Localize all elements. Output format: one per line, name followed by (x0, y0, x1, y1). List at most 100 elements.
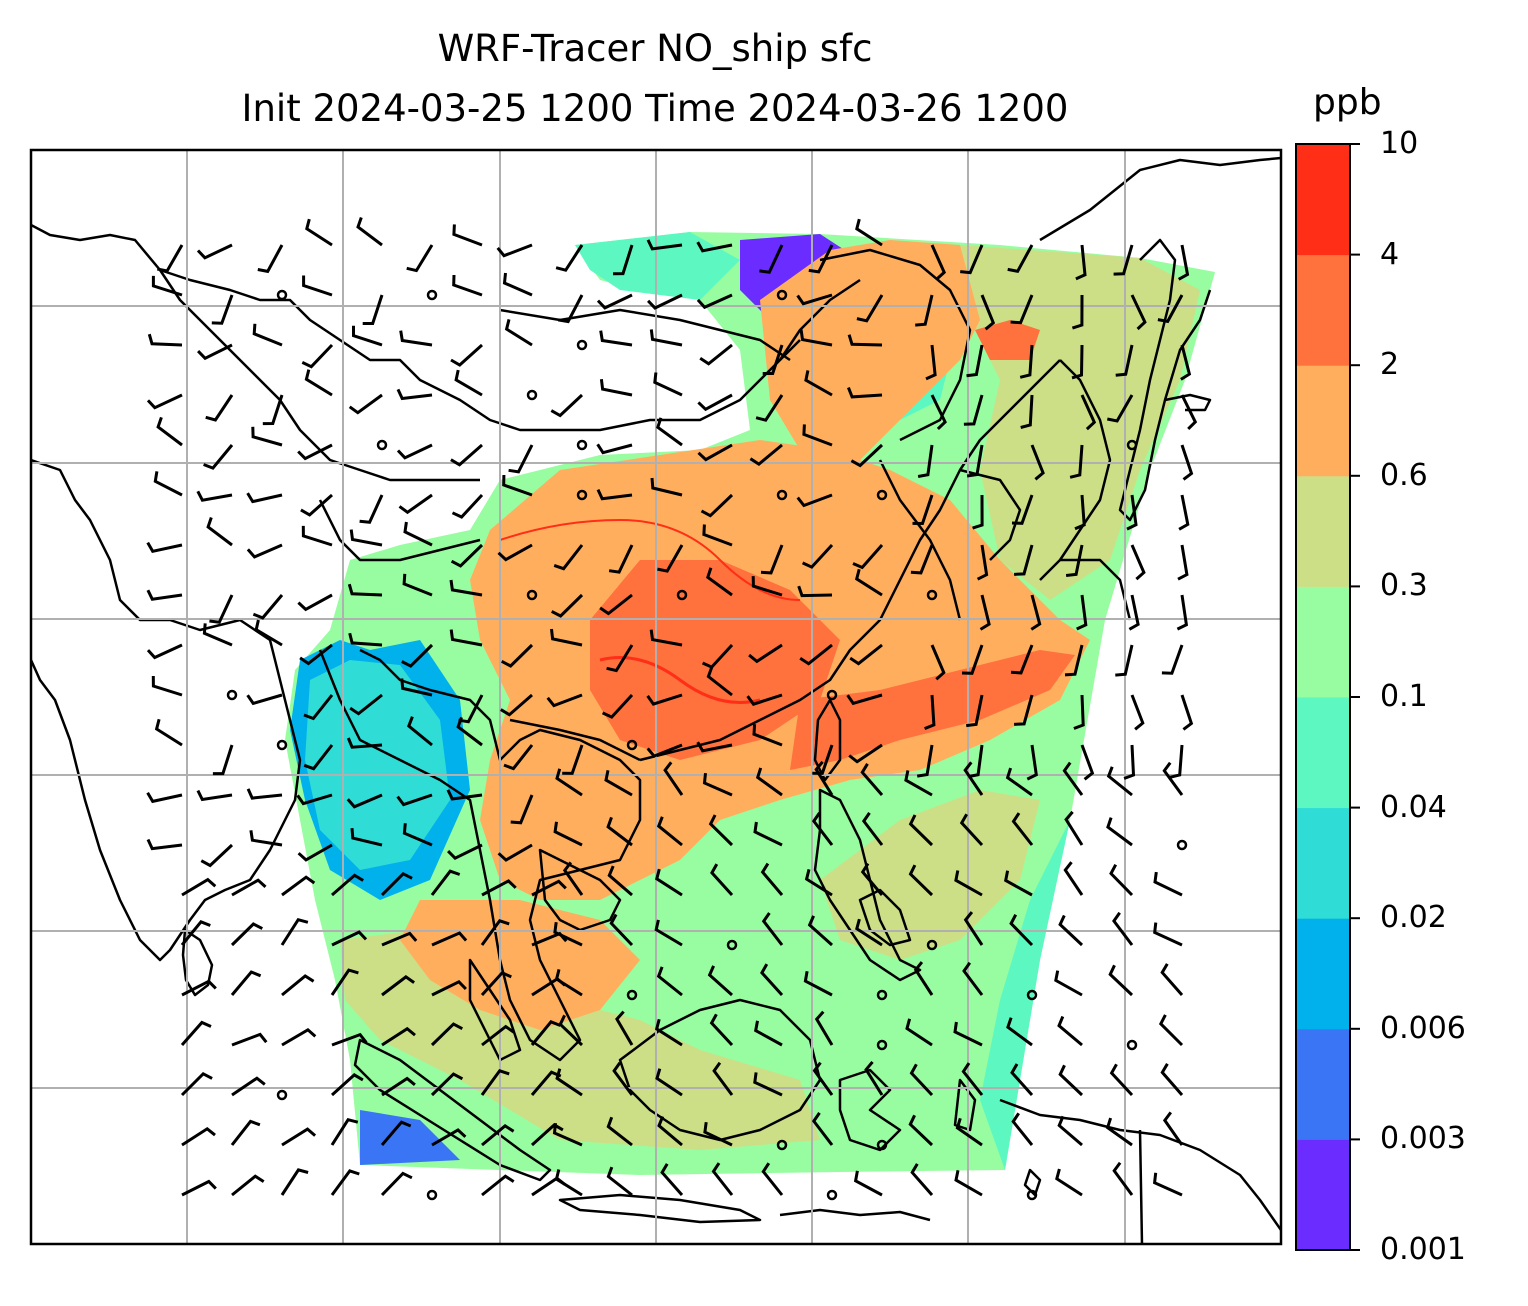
coast-china-interior-a (509, 718, 641, 762)
coast-sumatra (353, 1038, 552, 1182)
tracer-olive-east (820, 790, 1040, 960)
wind-barb (753, 1072, 783, 1097)
wind-barb (406, 244, 434, 273)
wind-barb (531, 879, 567, 897)
wind-calm-marker (276, 739, 288, 751)
wind-barb (1108, 964, 1134, 997)
wind-barb (257, 244, 284, 274)
wind-barb (612, 244, 634, 276)
wind-barb (452, 224, 483, 247)
wind-barb (1080, 394, 1097, 431)
coast-india-west (31, 458, 302, 962)
wind-barb (802, 424, 833, 447)
wind-calm-marker (426, 289, 438, 301)
wind-barb (352, 325, 383, 347)
wind-barb (330, 1117, 359, 1146)
wind-calm-marker (226, 689, 238, 701)
wind-barb (500, 643, 534, 668)
wind-barb (753, 821, 783, 847)
coast-java (558, 1193, 762, 1224)
colorbar (1295, 143, 1360, 1251)
wind-barb (697, 443, 733, 462)
wind-barb (804, 370, 833, 397)
wind-barb (1030, 444, 1045, 481)
wind-calm-marker (1176, 839, 1188, 851)
wind-barb (646, 693, 683, 706)
coast-yellow-sea (959, 468, 1022, 561)
wind-barb (1073, 694, 1085, 730)
wind-barb (1109, 1063, 1134, 1097)
wind-barb (702, 772, 733, 797)
colorbar-tick-label: 0.6 (1380, 457, 1428, 493)
wind-barb (231, 1174, 265, 1197)
colorbar-tick-label: 0.001 (1380, 1232, 1466, 1267)
wind-barb (304, 369, 333, 397)
wind-barb (696, 293, 733, 310)
wind-barb (151, 275, 183, 297)
wind-barb (280, 917, 309, 946)
wind-barb (196, 243, 233, 260)
coast-indochina (318, 648, 642, 1062)
wind-calm-marker (576, 339, 588, 351)
wind-barb (847, 387, 883, 399)
wind-barb (1178, 494, 1190, 531)
wind-barb (296, 793, 333, 806)
tracer-orange-north (760, 240, 980, 460)
wind-barb (481, 1174, 515, 1197)
map-title-line1: WRF-Tracer NO_ship sfc (437, 27, 873, 70)
wind-barb (955, 1117, 983, 1147)
wind-barb (972, 494, 984, 530)
wind-barb (1062, 761, 1084, 796)
colorbar-tick-label: 0.02 (1380, 900, 1447, 936)
wind-barb (1153, 922, 1183, 947)
wind-barb (1026, 744, 1038, 781)
wind-barb (1004, 870, 1033, 897)
wind-barb (979, 594, 991, 631)
wind-barb (930, 644, 946, 681)
wind-barb (663, 761, 684, 796)
wind-barb (480, 970, 512, 997)
colorbar-tick-label: 0.1 (1380, 679, 1428, 714)
wind-barb (601, 693, 634, 719)
wind-barb (1065, 544, 1084, 577)
wind-barb (156, 416, 183, 447)
wind-calm-marker (826, 689, 838, 701)
wind-barb (203, 444, 234, 470)
wind-barb (146, 589, 183, 601)
wind-barb (856, 294, 884, 323)
wind-barb (1128, 594, 1140, 631)
wind-barb (303, 744, 334, 771)
wind-barb (751, 576, 783, 597)
wind-barb (381, 975, 415, 997)
wind-barb (796, 493, 833, 508)
wind-barb (396, 443, 433, 460)
wind-barb (702, 524, 733, 547)
wind-barb (1076, 594, 1088, 631)
wind-barb (452, 274, 483, 297)
wind-barb (502, 474, 533, 497)
wind-barb (959, 813, 984, 847)
wind-barb (231, 1076, 266, 1097)
wind-barbs (146, 217, 1198, 1201)
wind-barb (331, 873, 364, 897)
wind-barb (348, 632, 383, 647)
wind-calm-marker (876, 989, 888, 1001)
wind-barb (456, 716, 483, 747)
wind-barb (749, 443, 783, 466)
wind-barb (146, 791, 183, 804)
wind-calm-marker (826, 1189, 838, 1201)
wind-barb (1176, 594, 1189, 631)
wind-calm-marker (876, 489, 888, 501)
wind-barb (305, 218, 333, 247)
wind-barb (246, 788, 283, 800)
wind-barb (1112, 1161, 1134, 1196)
wind-calm-marker (576, 489, 588, 501)
wind-barb (1011, 812, 1034, 846)
wind-barb (760, 963, 784, 997)
colorbar-segment-4 (1296, 697, 1350, 809)
border-central (318, 499, 481, 562)
wind-barb (606, 644, 634, 673)
wind-calm-marker (1126, 1039, 1138, 1051)
wind-barb (555, 244, 584, 272)
